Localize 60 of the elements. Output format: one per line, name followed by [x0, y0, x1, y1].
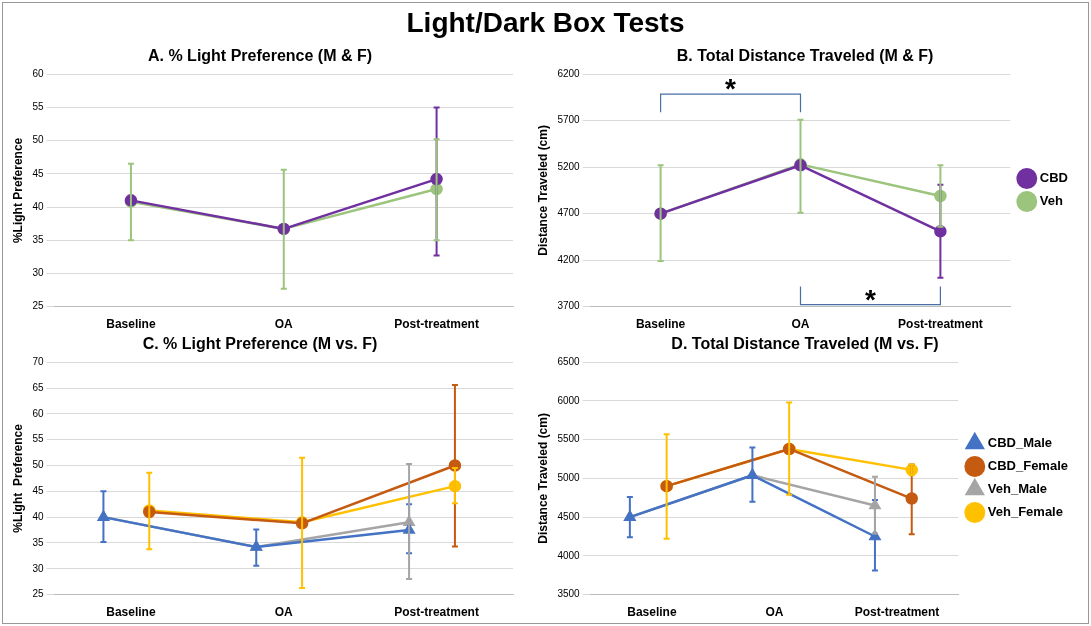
- x-tick-label: Baseline: [106, 317, 156, 332]
- y-tick-label: 4700: [557, 207, 581, 219]
- text: Light/Dark Box Tests: [405, 6, 686, 40]
- y-tick-label: 60: [32, 407, 44, 419]
- y-tick-label: 4500: [557, 510, 581, 522]
- y-tick-label: 50: [32, 134, 44, 146]
- y-tick-label: 45: [32, 485, 44, 497]
- y-tick-label: 5000: [557, 472, 581, 484]
- x-tick-label: Post-treatment: [394, 605, 479, 620]
- y-tick-label: 35: [32, 536, 44, 548]
- legend-label: Veh: [1039, 193, 1064, 209]
- x-tick-label: Baseline: [106, 605, 156, 620]
- y-axis-title: Distance Traveled (cm): [535, 125, 550, 256]
- y-tick-label: 5200: [557, 160, 581, 172]
- y-tick-label: 25: [32, 300, 44, 312]
- y-tick-label: 35: [32, 233, 44, 245]
- annotation: *: [864, 283, 876, 315]
- y-tick-label: 6000: [557, 394, 581, 406]
- x-tick-label: OA: [274, 605, 294, 620]
- y-tick-label: 3700: [557, 300, 581, 312]
- y-tick-label: 70: [32, 355, 44, 367]
- y-tick-label: 5700: [557, 114, 581, 126]
- legend-label: Veh_Male: [987, 481, 1048, 497]
- x-tick-label: Baseline: [627, 605, 677, 620]
- x-tick-label: Post-treatment: [394, 317, 479, 332]
- y-tick-label: 45: [32, 167, 44, 179]
- x-tick-label: OA: [765, 605, 784, 620]
- y-tick-label: 4000: [557, 549, 581, 561]
- y-tick-label: 40: [32, 510, 44, 522]
- y-tick-label: 6500: [557, 355, 581, 367]
- y-tick-label: 60: [32, 67, 44, 79]
- chart-title: A. % Light Preference (M & F): [147, 47, 373, 65]
- y-axis-title: Distance Traveled (cm): [535, 413, 550, 544]
- x-tick-label: Post-treatment: [898, 317, 983, 332]
- y-tick-label: 55: [32, 101, 44, 113]
- y-tick-label: 30: [32, 267, 44, 279]
- x-tick-label: OA: [274, 317, 294, 332]
- annotation: *: [725, 73, 737, 105]
- chart-title: B. Total Distance Traveled (M & F): [676, 47, 934, 65]
- y-tick-label: 65: [32, 381, 44, 393]
- y-tick-label: 30: [32, 562, 44, 574]
- legend-label: Veh_Female: [987, 504, 1063, 520]
- y-axis-title: %Light Preference: [10, 137, 25, 244]
- y-tick-label: 4200: [557, 253, 581, 265]
- y-tick-label: 50: [32, 459, 44, 471]
- y-tick-label: 40: [32, 200, 44, 212]
- y-tick-label: 3500: [557, 588, 581, 600]
- x-tick-label: Baseline: [635, 317, 686, 332]
- y-tick-label: 5500: [557, 433, 581, 445]
- y-tick-label: 6200: [557, 67, 581, 79]
- x-tick-label: Post-treatment: [854, 605, 940, 620]
- chart-title: C. % Light Preference (M vs. F): [142, 335, 378, 353]
- legend-label: CBD: [1039, 170, 1069, 186]
- chart-title: D. Total Distance Traveled (M vs. F): [671, 335, 939, 353]
- y-axis-title: %Light Preference: [10, 423, 25, 533]
- legend-label: CBD_Male: [987, 435, 1053, 451]
- x-tick-label: OA: [791, 317, 810, 332]
- y-tick-label: 25: [32, 588, 44, 600]
- y-tick-label: 55: [32, 433, 44, 445]
- legend-label: CBD_Female: [987, 458, 1069, 474]
